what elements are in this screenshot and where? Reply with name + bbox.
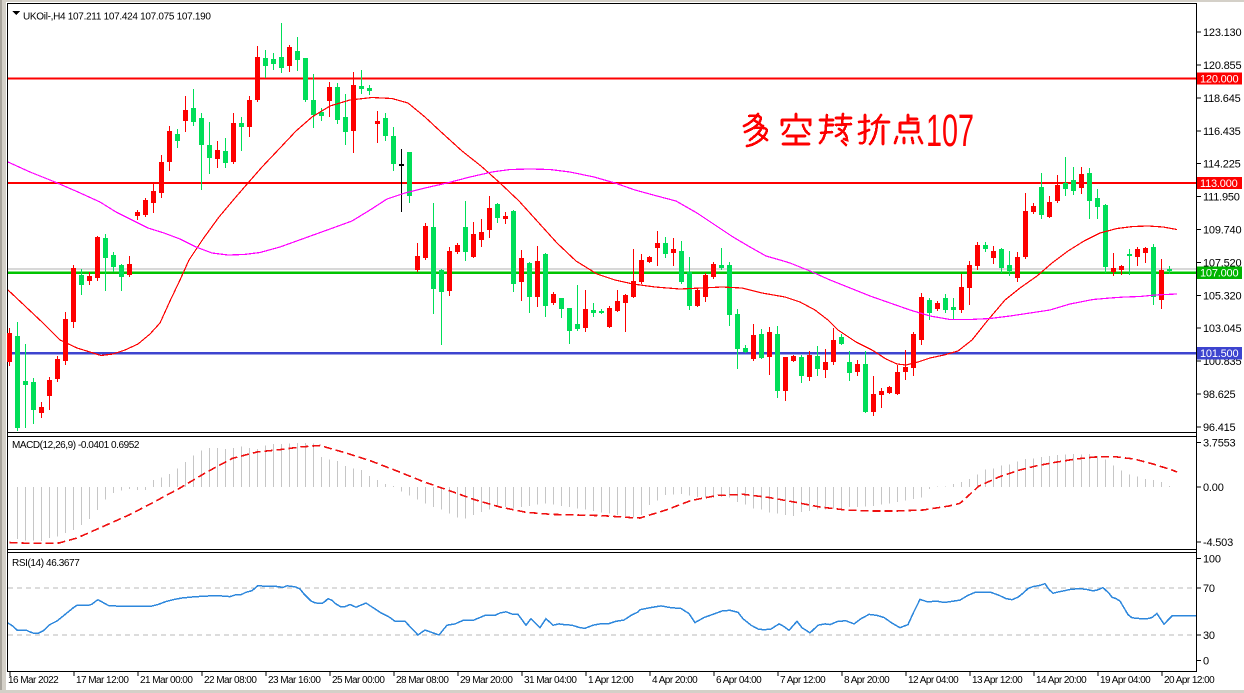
svg-text:29 Mar 20:00: 29 Mar 20:00 bbox=[460, 675, 513, 686]
svg-text:30: 30 bbox=[1203, 630, 1215, 642]
svg-text:113.000: 113.000 bbox=[1200, 178, 1238, 190]
svg-text:116.435: 116.435 bbox=[1203, 126, 1241, 138]
svg-text:25 Mar 00:00: 25 Mar 00:00 bbox=[332, 675, 385, 686]
svg-text:22 Mar 08:00: 22 Mar 08:00 bbox=[204, 675, 257, 686]
svg-text:101.500: 101.500 bbox=[1200, 348, 1238, 360]
svg-text:98.625: 98.625 bbox=[1203, 389, 1236, 401]
svg-text:1 Apr 12:00: 1 Apr 12:00 bbox=[588, 675, 634, 686]
svg-text:107: 107 bbox=[926, 107, 974, 157]
svg-text:100: 100 bbox=[1203, 554, 1221, 566]
svg-text:-4.503: -4.503 bbox=[1203, 537, 1233, 549]
svg-text:14 Apr 20:00: 14 Apr 20:00 bbox=[1036, 675, 1087, 686]
svg-text:96.415: 96.415 bbox=[1203, 422, 1236, 434]
svg-text:MACD(12,26,9) -0.0401 0.6952: MACD(12,26,9) -0.0401 0.6952 bbox=[12, 440, 140, 451]
svg-text:109.740: 109.740 bbox=[1203, 225, 1241, 237]
svg-text:31 Mar 04:00: 31 Mar 04:00 bbox=[524, 675, 577, 686]
svg-text:111.950: 111.950 bbox=[1203, 192, 1240, 204]
svg-text:21 Mar 00:00: 21 Mar 00:00 bbox=[140, 675, 193, 686]
svg-text:UKOil-,H4 107.211 107.424 107: UKOil-,H4 107.211 107.424 107.075 107.19… bbox=[23, 12, 211, 23]
svg-text:7 Apr 12:00: 7 Apr 12:00 bbox=[780, 675, 826, 686]
svg-text:4 Apr 20:00: 4 Apr 20:00 bbox=[652, 675, 698, 686]
svg-text:19 Apr 04:00: 19 Apr 04:00 bbox=[1100, 675, 1151, 686]
svg-text:118.645: 118.645 bbox=[1203, 93, 1241, 105]
svg-text:123.130: 123.130 bbox=[1203, 27, 1241, 39]
svg-text:6 Apr 04:00: 6 Apr 04:00 bbox=[716, 675, 762, 686]
svg-text:20 Apr 12:00: 20 Apr 12:00 bbox=[1164, 675, 1215, 686]
svg-text:114.225: 114.225 bbox=[1203, 159, 1241, 171]
svg-text:17 Mar 12:00: 17 Mar 12:00 bbox=[76, 675, 129, 686]
svg-text:0: 0 bbox=[1203, 656, 1209, 668]
svg-text:RSI(14) 46.3677: RSI(14) 46.3677 bbox=[12, 558, 80, 569]
svg-text:28 Mar 08:00: 28 Mar 08:00 bbox=[396, 675, 449, 686]
svg-text:120.855: 120.855 bbox=[1203, 60, 1241, 72]
svg-text:12 Apr 04:00: 12 Apr 04:00 bbox=[908, 675, 959, 686]
svg-text:3.7553: 3.7553 bbox=[1203, 438, 1236, 450]
svg-text:16 Mar 2022: 16 Mar 2022 bbox=[8, 675, 59, 686]
svg-text:107.000: 107.000 bbox=[1200, 268, 1238, 280]
svg-text:120.000: 120.000 bbox=[1200, 74, 1238, 86]
svg-text:0.00: 0.00 bbox=[1203, 482, 1224, 494]
svg-text:23 Mar 16:00: 23 Mar 16:00 bbox=[268, 675, 321, 686]
svg-text:70: 70 bbox=[1203, 583, 1215, 595]
svg-text:8 Apr 20:00: 8 Apr 20:00 bbox=[844, 675, 890, 686]
svg-text:13 Apr 12:00: 13 Apr 12:00 bbox=[972, 675, 1023, 686]
svg-text:103.045: 103.045 bbox=[1203, 323, 1241, 335]
svg-text:105.320: 105.320 bbox=[1203, 290, 1241, 302]
